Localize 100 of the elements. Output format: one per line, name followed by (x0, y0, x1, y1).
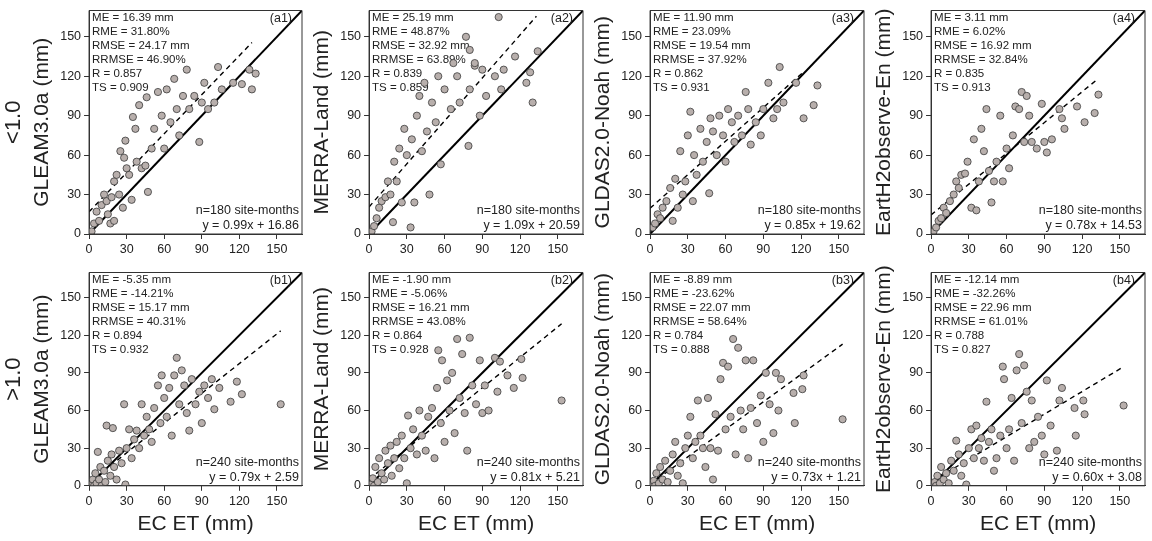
x-tick-label: 30 (399, 241, 414, 256)
annotation: ME = -1.90 mm (372, 273, 451, 286)
x-tick-label: 90 (475, 493, 490, 508)
annotation: ME = -5.35 mm (92, 273, 171, 286)
x-tick-label: 90 (756, 241, 771, 256)
x-tick-label: 150 (547, 493, 569, 508)
y-axis-title: GLDAS2.0-Noah (mm) (590, 272, 614, 486)
annotation: RME = -23.62% (653, 287, 735, 300)
y-tick-label: 0 (916, 226, 924, 241)
annotation: y = 0.60x + 3.08 (1052, 470, 1143, 484)
annotation: RRMSE = 32.84% (934, 53, 1028, 66)
x-tick-label: 30 (961, 493, 976, 508)
x-tick-label: 150 (547, 241, 569, 256)
y-tick-label: 90 (67, 108, 82, 123)
annotation: n=180 site-months (476, 203, 580, 218)
y-tick-label: 150 (621, 29, 643, 44)
y-tick-label: 90 (347, 365, 362, 380)
annotation: RRMSE = 61.01% (934, 315, 1028, 328)
y-tick-label: 150 (340, 29, 362, 44)
x-tick-label: 30 (119, 493, 134, 508)
y-axis-title: EartH2observe-En (mm) (871, 8, 895, 237)
y-tick-label: 90 (909, 365, 924, 380)
annotation: RMSE = 16.92 mm (934, 39, 1032, 52)
y-tick-label: 60 (347, 147, 362, 162)
y-tick-label: 150 (60, 29, 82, 44)
annotation: y = 0.85x + 19.62 (764, 218, 862, 233)
annotation: R = 0.788 (934, 329, 985, 342)
y-tick-label: 150 (621, 290, 643, 305)
x-tick-label: 0 (365, 241, 373, 256)
x-tick-label: 60 (157, 493, 172, 508)
x-tick-label: 30 (119, 241, 134, 256)
annotation: R = 0.784 (653, 329, 704, 342)
y-tick-label: 30 (67, 187, 82, 202)
annotation: y = 1.09x + 20.59 (483, 218, 581, 233)
y-tick-label: 30 (628, 187, 643, 202)
x-tick-label: 120 (509, 493, 531, 508)
annotation: ME = 11.90 mm (653, 11, 734, 24)
x-tick-label: 120 (509, 241, 531, 256)
y-tick-label: 0 (74, 478, 82, 493)
annotation: RME = -14.21% (92, 287, 174, 300)
annotation: R = 0.835 (934, 67, 985, 80)
x-tick-label: 60 (999, 493, 1014, 508)
annotation: ME = 16.39 mm (92, 11, 174, 24)
x-tick-label: 60 (999, 241, 1014, 256)
y-tick-label: 120 (60, 68, 82, 83)
annotation: n=180 site-months (195, 203, 299, 218)
annotation: R = 0.894 (92, 329, 143, 342)
y-tick-label: 0 (635, 478, 643, 493)
x-tick-label: 150 (1109, 493, 1131, 508)
y-tick-label: 0 (635, 226, 643, 241)
x-tick-label: 90 (1037, 493, 1052, 508)
y-tick-label: 30 (909, 187, 924, 202)
annotation: y = 0.78x + 14.53 (1045, 218, 1143, 233)
x-tick-label: 120 (790, 493, 812, 508)
y-tick-label: 60 (347, 402, 362, 417)
annotation: y = 0.73x + 1.21 (771, 470, 862, 484)
y-tick-label: 120 (340, 68, 362, 83)
x-tick-label: 0 (85, 241, 93, 256)
annotation: y = 0.81x + 5.21 (490, 470, 581, 484)
annotation: n=180 site-months (1038, 203, 1142, 218)
y-tick-label: 0 (354, 478, 362, 493)
x-tick-label: 120 (790, 241, 812, 256)
x-tick-label: 120 (1071, 493, 1093, 508)
annotation: n=240 site-months (1038, 455, 1142, 469)
x-tick-label: 90 (1037, 241, 1052, 256)
y-tick-label: 0 (916, 478, 924, 493)
annotation: TS = 0.931 (653, 81, 710, 94)
annotation: TS = 0.827 (934, 343, 991, 356)
x-tick-label: 0 (646, 493, 654, 508)
annotation: ME = -8.89 mm (653, 273, 732, 286)
x-tick-label: 120 (228, 493, 250, 508)
x-tick-label: 150 (828, 493, 850, 508)
y-axis-title: EartH2observe-En (mm) (871, 265, 895, 493)
annotation: ME = 3.11 mm (934, 11, 1009, 24)
y-axis-title: MERRA-Land (mm) (309, 30, 333, 215)
annotation: ME = 25.19 mm (372, 11, 454, 24)
x-tick-label: 120 (228, 241, 250, 256)
x-tick-label: 90 (475, 241, 490, 256)
annotation: (b1) (269, 273, 292, 288)
annotation: RME = 48.87% (372, 25, 450, 38)
x-tick-label: 150 (1109, 241, 1131, 256)
annotation: RMSE = 22.96 mm (934, 301, 1032, 314)
x-axis-title: EC ET (mm) (417, 511, 535, 535)
annotation: n=240 site-months (195, 455, 299, 469)
annotation: n=240 site-months (757, 455, 861, 469)
x-tick-label: 0 (927, 241, 935, 256)
y-tick-label: 0 (354, 226, 362, 241)
annotation: TS = 0.913 (934, 81, 991, 94)
x-tick-label: 0 (365, 493, 373, 508)
annotation: RRMSE = 37.92% (653, 53, 747, 66)
y-tick-label: 120 (60, 327, 82, 342)
x-tick-label: 30 (680, 493, 695, 508)
y-tick-label: 60 (67, 402, 82, 417)
y-tick-label: 120 (902, 327, 924, 342)
y-tick-label: 90 (628, 365, 643, 380)
annotation: R = 0.857 (92, 67, 143, 80)
x-axis-title: EC ET (mm) (698, 511, 816, 535)
x-tick-label: 60 (718, 493, 733, 508)
annotation: (b4) (1112, 273, 1135, 288)
y-tick-label: 90 (67, 365, 82, 380)
